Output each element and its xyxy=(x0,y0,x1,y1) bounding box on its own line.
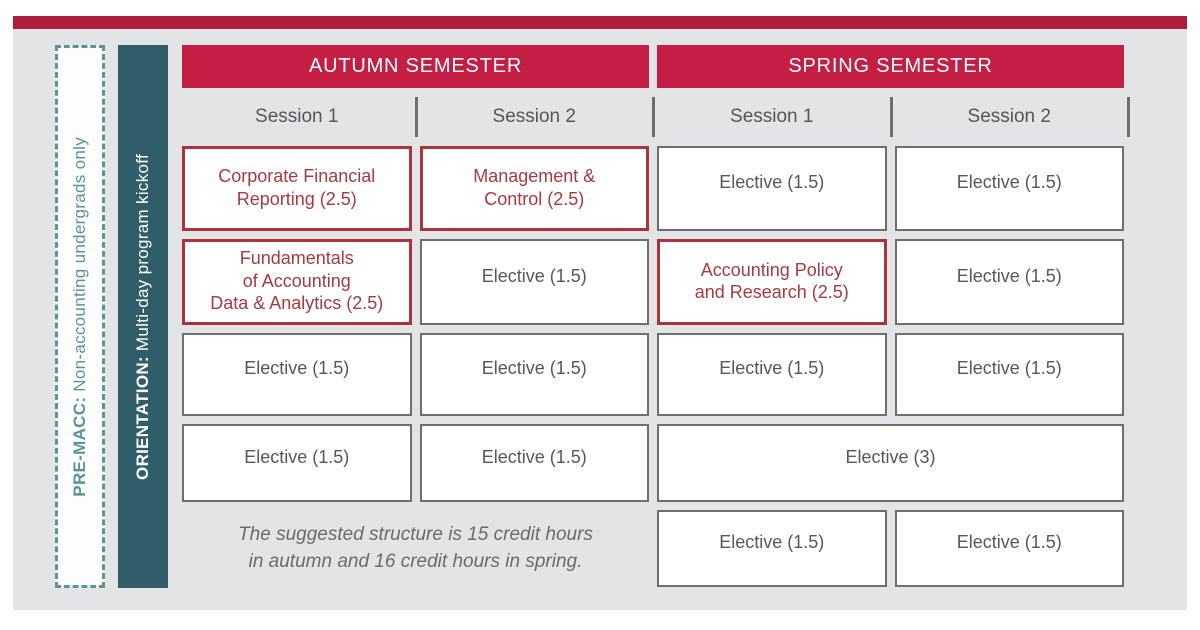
course-cell-management-control: Management & Control (2.5) xyxy=(419,146,649,231)
course-cell-elective: Elective (1.5) xyxy=(182,424,412,502)
credit-hours-note: The suggested structure is 15 credit hou… xyxy=(238,523,593,572)
orientation-label: ORIENTATION: Multi-day program kickoff xyxy=(133,154,153,480)
course-cell-elective: Elective (1.5) xyxy=(419,333,649,416)
course-cell-elective: Elective (1.5) xyxy=(657,510,887,587)
autumn-session-2-header: Session 2 xyxy=(420,96,655,138)
orientation-label-prefix: ORIENTATION: xyxy=(133,355,152,480)
orientation-sidebar: ORIENTATION: Multi-day program kickoff xyxy=(118,45,168,588)
course-cell-elective: Elective (1.5) xyxy=(894,146,1124,231)
spring-session-1-header: Session 1 xyxy=(657,96,892,138)
course-cell-elective: Elective (1.5) xyxy=(419,424,649,502)
course-cell-elective: Elective (1.5) xyxy=(657,146,887,231)
course-cell-elective: Elective (1.5) xyxy=(419,239,649,325)
course-cell-elective: Elective (1.5) xyxy=(182,333,412,416)
course-cell-elective: Elective (1.5) xyxy=(894,239,1124,325)
premacc-label-text: Non-accounting undergrads only xyxy=(70,136,89,392)
course-cell-fundamentals-accounting-data-analytics: Fundamentals of Accounting Data & Analyt… xyxy=(182,239,412,325)
course-cell-elective: Elective (1.5) xyxy=(894,510,1124,587)
premacc-label: PRE-MACC: Non-accounting undergrads only xyxy=(70,137,90,497)
autumn-session-1-header: Session 1 xyxy=(182,96,417,138)
course-cell-elective: Elective (1.5) xyxy=(894,333,1124,416)
spring-semester-header: SPRING SEMESTER xyxy=(657,45,1124,88)
course-cell-elective: Elective (1.5) xyxy=(657,333,887,416)
course-cell-elective-3: Elective (3) xyxy=(657,424,1124,502)
course-cell-corporate-financial-reporting: Corporate Financial Reporting (2.5) xyxy=(182,146,412,231)
orientation-label-text: Multi-day program kickoff xyxy=(133,153,152,351)
autumn-semester-header: AUTUMN SEMESTER xyxy=(182,45,649,88)
top-accent-bar xyxy=(13,16,1187,29)
premacc-sidebar: PRE-MACC: Non-accounting undergrads only xyxy=(55,45,105,588)
course-cell-accounting-policy-research: Accounting Policy and Research (2.5) xyxy=(657,239,887,325)
schedule-grid: AUTUMN SEMESTER SPRING SEMESTER Session … xyxy=(182,45,1130,587)
premacc-label-prefix: PRE-MACC: xyxy=(70,396,89,497)
spring-session-2-header: Session 2 xyxy=(895,96,1130,138)
